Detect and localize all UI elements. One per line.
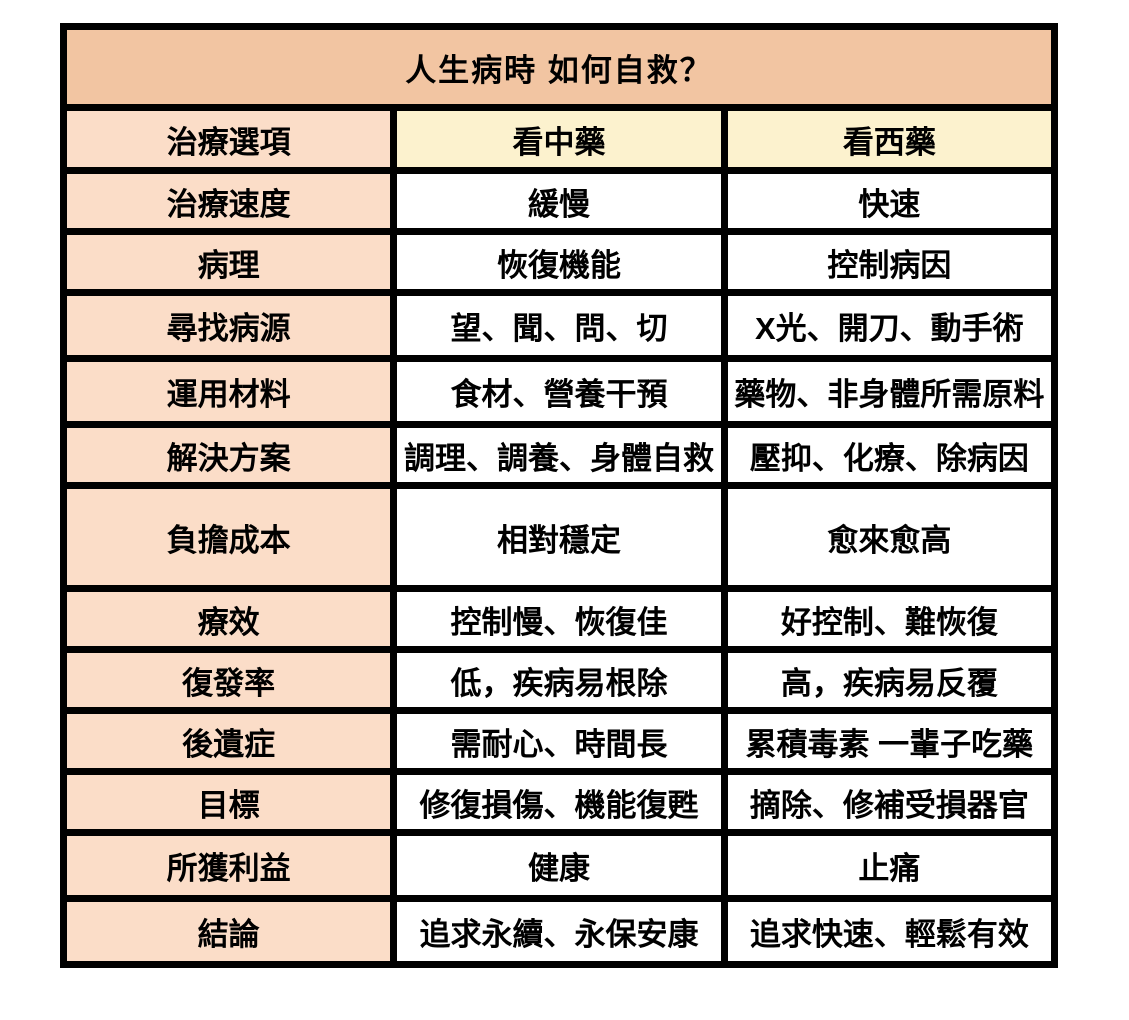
table-row: 後遺症 需耐心、時間長 累積毒素 一輩子吃藥 xyxy=(59,707,1059,775)
tcm-cell: 相對穩定 xyxy=(390,482,728,592)
tcm-cell: 調理、調養、身體自救 xyxy=(390,421,728,489)
table-row: 解決方案 調理、調養、身體自救 壓抑、化療、除病因 xyxy=(59,421,1059,489)
tcm-cell: 恢復機能 xyxy=(390,228,728,296)
western-cell: 追求快速、輕鬆有效 xyxy=(720,895,1059,968)
table-row: 復發率 低，疾病易根除 高，疾病易反覆 xyxy=(59,646,1059,714)
row-label: 結論 xyxy=(59,895,398,968)
row-label: 解決方案 xyxy=(59,421,398,489)
tcm-cell: 緩慢 xyxy=(390,167,728,235)
western-cell: 高，疾病易反覆 xyxy=(720,646,1059,714)
tcm-cell: 望、聞、問、切 xyxy=(390,289,728,362)
western-cell: 藥物、非身體所需原料 xyxy=(720,355,1059,428)
row-label: 負擔成本 xyxy=(59,482,398,592)
western-cell: 累積毒素 一輩子吃藥 xyxy=(720,707,1059,775)
western-cell: 愈來愈高 xyxy=(720,482,1059,592)
row-label: 運用材料 xyxy=(59,355,398,428)
western-cell: 快速 xyxy=(720,167,1059,235)
western-cell: 好控制、難恢復 xyxy=(720,585,1059,653)
column-header-tcm: 看中藥 xyxy=(390,104,728,174)
row-label: 後遺症 xyxy=(59,707,398,775)
western-cell: 止痛 xyxy=(720,829,1059,902)
title-row: 人生病時 如何自救？ xyxy=(60,23,1058,111)
row-label: 療效 xyxy=(59,585,398,653)
tcm-cell: 修復損傷、機能復甦 xyxy=(390,768,728,836)
column-header-western: 看西藥 xyxy=(720,104,1059,174)
western-cell: 壓抑、化療、除病因 xyxy=(720,421,1059,489)
column-header-label: 治療選項 xyxy=(59,104,398,174)
western-cell: 摘除、修補受損器官 xyxy=(720,768,1059,836)
table-row: 尋找病源 望、聞、問、切 X光、開刀、動手術 xyxy=(59,289,1059,362)
comparison-table: 人生病時 如何自救？ 治療選項 看中藥 看西藥 治療速度 緩慢 快速 病理 恢復… xyxy=(59,23,1059,968)
tcm-cell: 低，疾病易根除 xyxy=(390,646,728,714)
table-row: 所獲利益 健康 止痛 xyxy=(59,829,1059,902)
tcm-cell: 健康 xyxy=(390,829,728,902)
table-row: 運用材料 食材、營養干預 藥物、非身體所需原料 xyxy=(59,355,1059,428)
table-row: 目標 修復損傷、機能復甦 摘除、修補受損器官 xyxy=(59,768,1059,836)
page-title: 人生病時 如何自救？ xyxy=(60,23,1058,111)
tcm-cell: 控制慢、恢復佳 xyxy=(390,585,728,653)
row-label: 目標 xyxy=(59,768,398,836)
row-label: 尋找病源 xyxy=(59,289,398,362)
tcm-cell: 需耐心、時間長 xyxy=(390,707,728,775)
tcm-cell: 追求永續、永保安康 xyxy=(390,895,728,968)
western-cell: 控制病因 xyxy=(720,228,1059,296)
row-label: 所獲利益 xyxy=(59,829,398,902)
header-row: 治療選項 看中藥 看西藥 xyxy=(59,104,1059,174)
table-row: 結論 追求永續、永保安康 追求快速、輕鬆有效 xyxy=(59,895,1059,968)
tcm-cell: 食材、營養干預 xyxy=(390,355,728,428)
table-row: 病理 恢復機能 控制病因 xyxy=(59,228,1059,296)
table-row: 治療速度 緩慢 快速 xyxy=(59,167,1059,235)
row-label: 病理 xyxy=(59,228,398,296)
row-label: 治療速度 xyxy=(59,167,398,235)
western-cell: X光、開刀、動手術 xyxy=(720,289,1059,362)
table-row: 療效 控制慢、恢復佳 好控制、難恢復 xyxy=(59,585,1059,653)
row-label: 復發率 xyxy=(59,646,398,714)
table-row: 負擔成本 相對穩定 愈來愈高 xyxy=(59,482,1059,592)
